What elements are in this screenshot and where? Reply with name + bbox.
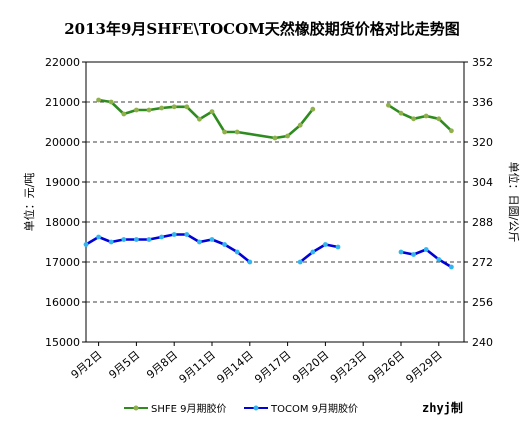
data-point-shfe	[184, 104, 190, 110]
left-tick-label: 15000	[45, 336, 80, 349]
series-shfe	[96, 97, 454, 141]
data-point-tocom	[423, 247, 429, 252]
legend-item-shfe: SHFE 9月期胶价	[124, 402, 226, 415]
data-point-shfe	[146, 107, 152, 113]
left-axis-ticks: 15000 16000 17000 18000 19000 20000 21000 22000	[45, 56, 86, 349]
series-layer	[83, 97, 454, 270]
plot-area	[85, 61, 465, 343]
right-tick-label: 272	[472, 256, 493, 269]
data-point-tocom	[197, 239, 202, 245]
legend-label-shfe: SHFE 9月期胶价	[151, 402, 226, 415]
left-tick-label: 21000	[45, 96, 80, 109]
series-tocom	[83, 232, 454, 270]
data-point-shfe	[386, 102, 391, 108]
right-tick-label: 256	[472, 296, 493, 309]
data-point-shfe	[234, 129, 240, 135]
left-tick-label: 16000	[45, 296, 80, 309]
data-point-shfe	[108, 99, 114, 105]
data-point-shfe	[449, 128, 454, 134]
data-point-tocom	[222, 242, 228, 247]
series-line-shfe	[98, 98, 314, 140]
left-tick-label: 19000	[45, 176, 80, 189]
data-point-tocom	[121, 237, 127, 242]
data-point-tocom	[234, 249, 240, 255]
legend-label-tocom: TOCOM 9月期胶价	[270, 402, 358, 415]
data-point-shfe	[96, 97, 101, 103]
data-point-tocom	[411, 252, 416, 257]
right-tick-label: 320	[472, 136, 493, 149]
right-tick-label: 352	[472, 56, 493, 69]
data-point-shfe	[398, 110, 404, 116]
x-tick-label: 9月11日	[177, 348, 218, 386]
data-point-shfe	[272, 135, 278, 141]
data-point-shfe	[411, 116, 416, 122]
x-axis-ticks: 9月2日 9月5日 9月8日9月11日9月14日9月17日9月20日9月23日9月2…	[69, 342, 445, 386]
right-tick-label: 304	[472, 176, 493, 189]
x-tick-label: 9月23日	[328, 348, 369, 386]
grid-lines	[86, 101, 464, 303]
x-tick-label: 9月29日	[403, 348, 444, 386]
data-point-tocom	[297, 259, 303, 265]
data-point-shfe	[222, 129, 228, 135]
x-tick-label: 9月14日	[214, 348, 255, 386]
data-point-shfe	[121, 111, 127, 117]
right-axis-ticks: 240 256 272 288 304 320 336 352	[464, 56, 493, 349]
left-tick-label: 18000	[45, 216, 80, 229]
data-point-tocom	[323, 242, 328, 247]
left-tick-label: 20000	[45, 136, 80, 149]
right-axis-label: 单位：日圆/公斤	[507, 162, 521, 243]
x-tick-label: 9月20日	[290, 348, 331, 386]
left-tick-label: 17000	[45, 256, 80, 269]
data-point-tocom	[247, 259, 253, 265]
data-point-tocom	[134, 237, 139, 242]
data-point-tocom	[159, 234, 165, 240]
data-point-tocom	[398, 249, 404, 255]
legend: SHFE 9月期胶价 TOCOM 9月期胶价	[124, 402, 358, 415]
chart-title: 2013年9月SHFE\TOCOM天然橡胶期货价格对比走势图	[64, 20, 460, 38]
x-tick-label: 9月17日	[252, 348, 293, 386]
data-point-shfe	[436, 116, 442, 122]
data-point-tocom	[436, 257, 442, 262]
data-point-shfe	[134, 107, 139, 113]
right-tick-label: 240	[472, 336, 493, 349]
data-point-tocom	[209, 237, 215, 242]
watermark: zhyj制	[422, 400, 463, 415]
data-point-shfe	[310, 106, 316, 112]
series-line-tocom	[400, 248, 453, 269]
x-tick-label: 9月26日	[366, 348, 407, 386]
data-point-shfe	[423, 113, 429, 119]
left-axis-label: 单位：元/吨	[22, 173, 36, 232]
x-tick-label: 9月8日	[144, 348, 180, 381]
data-point-tocom	[108, 239, 114, 245]
series-line-tocom	[85, 233, 251, 264]
data-point-tocom	[310, 249, 316, 255]
x-tick-label: 9月5日	[106, 348, 142, 381]
legend-item-tocom: TOCOM 9月期胶价	[244, 402, 358, 415]
data-point-shfe	[209, 109, 215, 114]
data-point-shfe	[197, 116, 202, 122]
series-line-shfe	[387, 104, 453, 132]
data-point-tocom	[184, 232, 190, 237]
data-point-tocom	[171, 232, 177, 237]
data-point-tocom	[335, 244, 341, 250]
data-point-shfe	[159, 105, 165, 111]
right-tick-label: 336	[472, 96, 493, 109]
left-tick-label: 22000	[45, 56, 80, 69]
data-point-shfe	[297, 122, 303, 128]
series-line-tocom	[299, 243, 339, 264]
data-point-shfe	[285, 133, 290, 139]
x-tick-label: 9月2日	[69, 348, 105, 381]
data-point-tocom	[96, 234, 101, 240]
data-point-tocom	[449, 264, 454, 270]
right-tick-label: 288	[472, 216, 493, 229]
data-point-tocom	[146, 237, 152, 242]
data-point-tocom	[83, 242, 89, 247]
data-point-shfe	[171, 104, 177, 110]
